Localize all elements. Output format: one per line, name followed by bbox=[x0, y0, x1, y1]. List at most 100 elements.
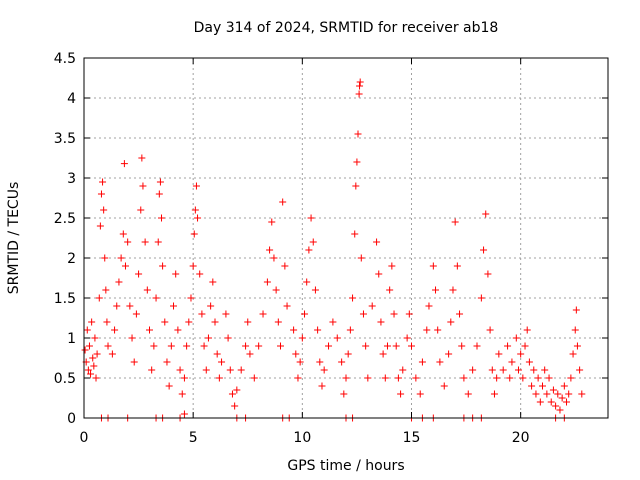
data-point bbox=[362, 342, 370, 350]
y-tick-label: 1 bbox=[67, 331, 76, 347]
data-point bbox=[226, 366, 234, 374]
data-point bbox=[338, 358, 346, 366]
data-point bbox=[209, 278, 217, 286]
data-point bbox=[383, 342, 391, 350]
data-point bbox=[156, 178, 164, 186]
data-point bbox=[207, 302, 215, 310]
data-point bbox=[150, 342, 158, 350]
data-point bbox=[161, 318, 169, 326]
data-point bbox=[190, 230, 198, 238]
data-point bbox=[244, 318, 252, 326]
data-point bbox=[87, 370, 95, 378]
data-point bbox=[119, 230, 127, 238]
data-point bbox=[132, 310, 140, 318]
data-point bbox=[218, 358, 226, 366]
data-point bbox=[349, 294, 357, 302]
data-point bbox=[416, 390, 424, 398]
data-point bbox=[154, 238, 162, 246]
data-point bbox=[192, 182, 200, 190]
data-point bbox=[237, 366, 245, 374]
data-point bbox=[266, 246, 274, 254]
data-point bbox=[460, 374, 468, 382]
data-point bbox=[436, 358, 444, 366]
data-point bbox=[554, 390, 562, 398]
data-point bbox=[477, 294, 485, 302]
data-point bbox=[449, 286, 457, 294]
data-point bbox=[576, 366, 584, 374]
data-point bbox=[81, 346, 89, 354]
data-point bbox=[456, 310, 464, 318]
data-point bbox=[141, 238, 149, 246]
data-point bbox=[88, 318, 96, 326]
data-point bbox=[215, 374, 223, 382]
data-point bbox=[572, 306, 580, 314]
data-point bbox=[541, 366, 549, 374]
data-point bbox=[143, 286, 151, 294]
data-point bbox=[325, 342, 333, 350]
data-point bbox=[117, 254, 125, 262]
data-point bbox=[198, 310, 206, 318]
y-tick-label: 2 bbox=[67, 251, 76, 267]
data-point bbox=[569, 350, 577, 358]
data-point bbox=[180, 374, 188, 382]
data-point bbox=[104, 342, 112, 350]
data-point bbox=[425, 302, 433, 310]
data-point bbox=[211, 318, 219, 326]
data-point bbox=[490, 390, 498, 398]
data-point bbox=[512, 334, 520, 342]
data-point bbox=[567, 374, 575, 382]
data-point bbox=[296, 358, 304, 366]
axis-ticks bbox=[83, 57, 608, 419]
grid-lines bbox=[84, 58, 608, 418]
data-point bbox=[270, 254, 278, 262]
data-point bbox=[523, 326, 531, 334]
chart-title: Day 314 of 2024, SRMTID for receiver ab1… bbox=[194, 20, 499, 36]
data-point bbox=[346, 326, 354, 334]
data-point bbox=[283, 302, 291, 310]
data-point bbox=[178, 390, 186, 398]
data-point bbox=[357, 254, 365, 262]
data-point bbox=[135, 270, 143, 278]
data-point bbox=[100, 206, 108, 214]
data-point bbox=[344, 350, 352, 358]
data-point bbox=[316, 358, 324, 366]
data-point bbox=[528, 382, 536, 390]
data-point bbox=[222, 310, 230, 318]
data-point bbox=[556, 406, 564, 414]
data-point bbox=[342, 374, 350, 382]
data-point bbox=[250, 374, 258, 382]
data-point bbox=[451, 218, 459, 226]
data-point bbox=[130, 358, 138, 366]
data-point bbox=[565, 390, 573, 398]
data-point bbox=[194, 214, 202, 222]
data-point bbox=[246, 350, 254, 358]
data-point bbox=[364, 374, 372, 382]
data-point bbox=[353, 158, 361, 166]
data-point bbox=[99, 178, 107, 186]
data-point bbox=[403, 334, 411, 342]
data-point bbox=[458, 342, 466, 350]
data-point bbox=[558, 394, 566, 402]
data-point bbox=[96, 222, 104, 230]
data-point bbox=[453, 262, 461, 270]
data-point bbox=[379, 350, 387, 358]
data-point bbox=[103, 318, 111, 326]
x-tick-labels: 0 5 10 15 20 bbox=[80, 430, 530, 446]
data-point bbox=[543, 390, 551, 398]
y-tick-label: 0.5 bbox=[54, 371, 76, 387]
data-point bbox=[390, 310, 398, 318]
data-point bbox=[356, 82, 364, 90]
data-point bbox=[521, 342, 529, 350]
data-point bbox=[519, 374, 527, 382]
data-point bbox=[423, 326, 431, 334]
data-point bbox=[354, 130, 362, 138]
data-point bbox=[578, 390, 586, 398]
data-point bbox=[311, 286, 319, 294]
data-point bbox=[499, 366, 507, 374]
data-point bbox=[174, 326, 182, 334]
data-point bbox=[294, 374, 302, 382]
x-tick-label: 15 bbox=[403, 430, 421, 446]
data-point bbox=[146, 326, 153, 334]
data-point bbox=[351, 230, 359, 238]
data-point bbox=[224, 334, 232, 342]
